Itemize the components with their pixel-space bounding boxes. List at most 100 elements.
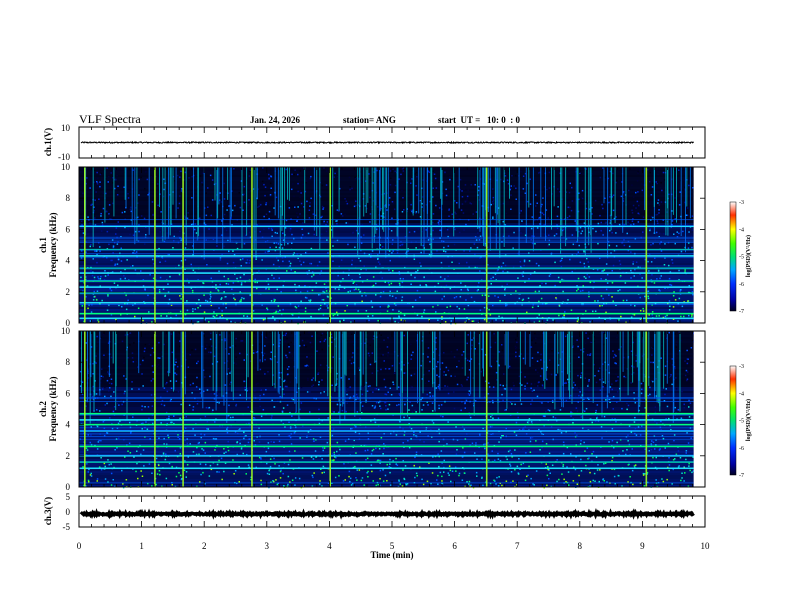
spectrogram-speck: [438, 375, 440, 378]
spectrogram-speck: [428, 171, 431, 173]
spectrogram-speck: [631, 365, 633, 367]
spectrogram-speck: [106, 402, 108, 405]
spectrogram-speck: [347, 222, 349, 224]
spectrogram-speck: [196, 362, 198, 365]
spectrogram-speck: [436, 374, 438, 376]
spectrogram-speck: [518, 458, 520, 460]
sferic-streak: [453, 167, 455, 237]
spectrogram-speck: [579, 290, 582, 292]
spectrogram-speck: [661, 189, 663, 192]
spectrogram-speck: [135, 171, 138, 173]
spectrogram-speck: [143, 301, 145, 303]
spectrogram-speck: [142, 279, 145, 281]
spectrogram-speck: [191, 197, 193, 199]
spectrogram-speck: [383, 378, 386, 381]
spectrogram-speck: [594, 368, 596, 370]
spectrogram-row: [79, 265, 694, 267]
spectrogram-speck: [94, 444, 96, 446]
spectrogram-speck: [412, 351, 414, 354]
spectrogram-speck: [508, 365, 511, 368]
spectrogram-speck: [565, 203, 567, 205]
spectrogram-speck: [280, 372, 283, 374]
spectrogram-speck: [222, 395, 225, 397]
spectrogram-row: [79, 215, 694, 217]
spectrogram-speck: [299, 260, 301, 262]
spectrogram-speck: [365, 310, 368, 312]
spectrogram-speck: [208, 475, 211, 477]
spectrogram-speck: [496, 476, 498, 479]
spectrogram-speck: [660, 275, 662, 277]
spectrogram-speck: [391, 252, 393, 254]
spectrogram-speck: [239, 276, 242, 279]
ch2-spectrogram-image: [79, 331, 705, 489]
spectrogram-speck: [229, 346, 231, 349]
spectrogram-speck: [391, 243, 394, 245]
spectrogram-speck: [351, 333, 353, 335]
spectrogram-speck: [81, 381, 84, 383]
spectrogram-speck: [135, 217, 137, 219]
spectrogram-speck: [398, 273, 401, 276]
spectrogram-speck: [543, 224, 545, 226]
spectrogram-speck: [380, 207, 382, 210]
spectrogram-speck: [510, 194, 512, 196]
spectrogram-speck: [100, 457, 102, 459]
spectrogram-speck: [255, 350, 257, 352]
spectrogram-speck: [353, 205, 356, 208]
spectrogram-speck: [98, 198, 100, 200]
spectrogram-speck: [196, 376, 198, 379]
narrowband-line: [79, 286, 694, 288]
spectrogram-speck: [96, 345, 98, 347]
spectrogram-speck: [152, 181, 154, 184]
spectrogram-speck: [145, 421, 147, 423]
sferic-streak: [499, 167, 501, 258]
spectrogram-speck: [311, 379, 313, 381]
spectrogram-speck: [298, 477, 301, 480]
spectrogram-speck: [524, 479, 527, 482]
spectrogram-speck: [538, 290, 540, 293]
spectrogram-speck: [648, 450, 650, 452]
spectrogram-speck: [197, 400, 199, 402]
spectrogram-speck: [286, 368, 289, 370]
spectrogram-speck: [227, 346, 230, 348]
spectrogram-speck: [354, 341, 357, 343]
spectrogram-speck: [447, 235, 449, 238]
spectrogram-speck: [459, 178, 462, 181]
spectrogram-speck: [259, 368, 262, 371]
spectrogram-speck: [290, 218, 292, 220]
sferic-streak: [653, 167, 655, 207]
spectrogram-speck: [94, 397, 97, 399]
spectrogram-speck: [672, 306, 675, 308]
spectrogram-speck: [228, 353, 230, 355]
spectrogram-speck: [216, 245, 218, 247]
spectrogram-speck: [526, 171, 528, 174]
spectrogram-speck: [411, 411, 414, 413]
spectrogram-speck: [465, 299, 467, 301]
spectrogram-speck: [129, 208, 132, 210]
spectrogram-speck: [534, 219, 536, 222]
spectrogram-speck: [677, 450, 680, 452]
spectrogram-speck: [325, 290, 328, 292]
spectrogram-speck: [223, 470, 225, 473]
spectrogram-speck: [269, 246, 271, 249]
spectrogram-speck: [140, 176, 142, 179]
sferic-streak: [363, 167, 365, 217]
spectrogram-speck: [632, 483, 634, 486]
spectrogram-speck: [541, 303, 544, 305]
spectrogram-speck: [403, 416, 405, 419]
spectrogram-speck: [186, 278, 188, 281]
spectrogram-speck: [265, 288, 267, 290]
spectrogram-speck: [330, 333, 333, 336]
spectrogram-speck: [417, 228, 420, 230]
spectrogram-speck: [268, 486, 270, 489]
spectrogram-speck: [108, 463, 110, 466]
spectrogram-speck: [495, 319, 497, 321]
spectrogram-speck: [674, 242, 676, 245]
ch1-colorbar-tick--7: -7: [739, 309, 744, 315]
spectrogram-speck: [588, 379, 590, 381]
spectrogram-speck: [316, 264, 319, 267]
spectrogram-speck: [592, 479, 594, 482]
spectrogram-speck: [359, 171, 362, 173]
spectrogram-speck: [285, 219, 288, 222]
spectrogram-speck: [268, 227, 270, 230]
spectrogram-speck: [636, 200, 639, 203]
